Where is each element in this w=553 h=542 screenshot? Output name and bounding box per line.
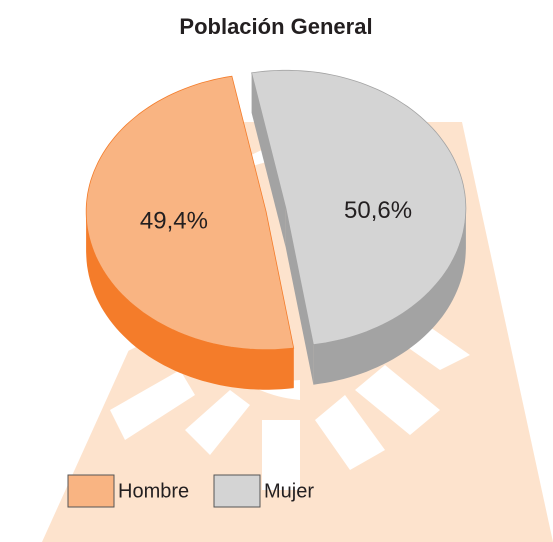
slice-cut-face (285, 208, 314, 385)
legend-label: Mujer (264, 480, 314, 502)
slice-side (86, 211, 294, 390)
data-label: 49,4% (140, 208, 208, 235)
slice (251, 69, 467, 346)
slice-cut-face (251, 72, 286, 249)
chart-title: Población General (179, 14, 372, 39)
legend-swatch (213, 474, 261, 508)
legend-swatch (67, 474, 115, 508)
slice-side (313, 208, 466, 385)
slice (85, 75, 295, 351)
data-label: 50,6% (344, 197, 412, 224)
legend-label: Hombre (118, 480, 189, 502)
